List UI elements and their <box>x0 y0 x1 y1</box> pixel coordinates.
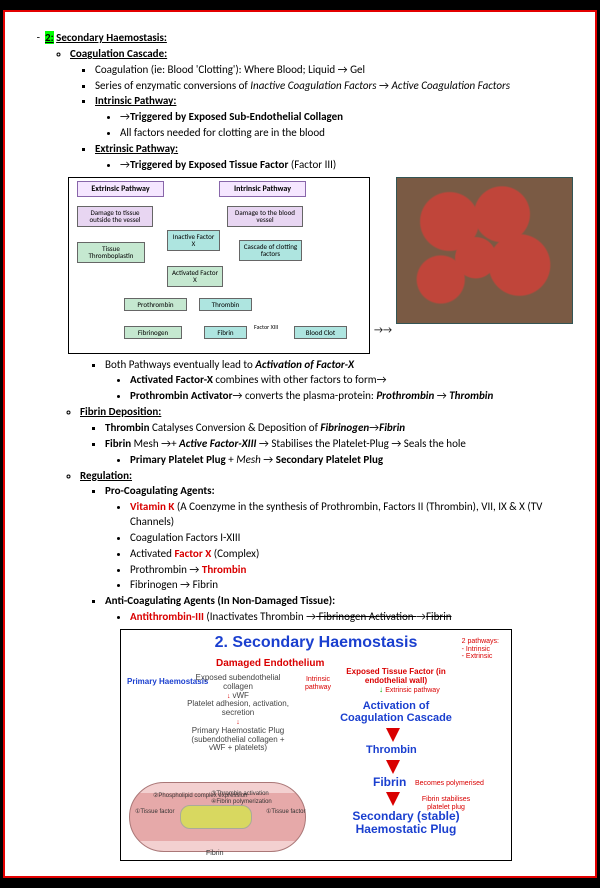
arrow-icon <box>386 728 400 742</box>
d2-dmg-endo: Damaged Endothelium <box>216 658 324 669</box>
intr-b1: →Triggered by Exposed Sub-Endothelial Co… <box>120 110 580 125</box>
diagram-row-1: Extrinsic Pathway Intrinsic Pathway Dama… <box>68 177 580 354</box>
d1-thrombin: Thrombin <box>199 298 252 312</box>
sem-micrograph <box>396 177 573 324</box>
d1-prothrombin: Prothrombin <box>124 298 187 312</box>
pro-heading: Pro-Coagulating Agents: <box>105 484 215 497</box>
page: 2: Secondary Haemostasis: Coagulation Ca… <box>3 10 597 878</box>
d2-fibrin: Fibrin <box>373 776 406 789</box>
d2-intr-path: Intrinsic pathway <box>299 676 337 691</box>
d2-title: 2. Secondary Haemostasis <box>121 634 511 652</box>
d1-active-x: Activated Factor X <box>167 266 223 287</box>
cascade-p1: Coagulation (ie: Blood 'Clotting'): Wher… <box>95 63 580 78</box>
extr-b1: →Triggered by Exposed Tissue Factor (Fac… <box>120 158 580 173</box>
d1-cascade: Cascade of clotting factors <box>239 240 302 261</box>
d2-left-col: Exposed subendothelial collagen ↓ vWF Pl… <box>183 674 293 753</box>
d1-intr-hdr: Intrinsic Pathway <box>219 181 306 197</box>
post-diag-list: Both Pathways eventually lead to Activat… <box>20 358 580 405</box>
fibrin-heading: Fibrin Deposition: <box>80 405 161 418</box>
d1-fibrin: Fibrin <box>204 326 247 340</box>
d1-fibrinogen: Fibrinogen <box>124 326 182 340</box>
cascade-p2: Series of enzymatic conversions of Inact… <box>95 79 580 94</box>
sec-num: 2: <box>45 31 54 44</box>
arrow-icon <box>386 792 400 806</box>
extrinsic-heading: Extrinsic Pathway: <box>95 142 178 155</box>
d2-etf: Exposed Tissue Factor (in endothelial wa… <box>346 668 446 686</box>
d2-becomes: Becomes polymerised <box>415 780 484 788</box>
reg-heading: Regulation: <box>80 469 132 482</box>
d1-extr-hdr: Extrinsic Pathway <box>77 181 164 197</box>
d1-tissue-thr: Tissue Thromboplastin <box>77 242 145 263</box>
fibrin-list: Fibrin Deposition: Thrombin Catalyses Co… <box>20 405 580 625</box>
platelet-clump <box>180 805 252 829</box>
intr-b2: All factors needed for clotting are in t… <box>120 126 580 141</box>
cascade-heading: Coagulation Cascade: <box>70 47 167 60</box>
sec-title: Secondary Haemostasis: <box>56 31 167 44</box>
pathway-flowchart: Extrinsic Pathway Intrinsic Pathway Dama… <box>68 177 370 354</box>
d2-paths: 2 pathways: - Intrinsic - Extrinsic <box>462 638 499 661</box>
summary-diagram: 2. Secondary Haemostasis 2 pathways: - I… <box>120 629 512 861</box>
arrow-icon <box>386 760 400 774</box>
root-list: 2: Secondary Haemostasis: Coagulation Ca… <box>20 31 580 173</box>
d1-intr-dmg: Damage to the blood vessel <box>227 206 303 227</box>
d2-sec-plug: Secondary (stable)Haemostatic Plug <box>331 810 481 836</box>
mid-arrows: →→ <box>374 323 392 354</box>
d2-act-casc: Activation of Coagulation Cascade <box>331 700 461 724</box>
d1-inactive-x: Inactive Factor X <box>167 230 220 251</box>
d1-extr-dmg: Damage to tissue outside the vessel <box>77 206 153 227</box>
d1-clot: Blood Clot <box>294 326 347 340</box>
d1-fxiii: Factor XIII <box>254 323 278 331</box>
intrinsic-heading: Intrinsic Pathway: <box>95 94 176 107</box>
d2-v-fibrin: Fibrin <box>206 850 224 858</box>
anti-heading: Anti-Coagulating Agents (In Non-Damaged … <box>105 594 335 607</box>
d2-thrombin: Thrombin <box>366 744 417 756</box>
